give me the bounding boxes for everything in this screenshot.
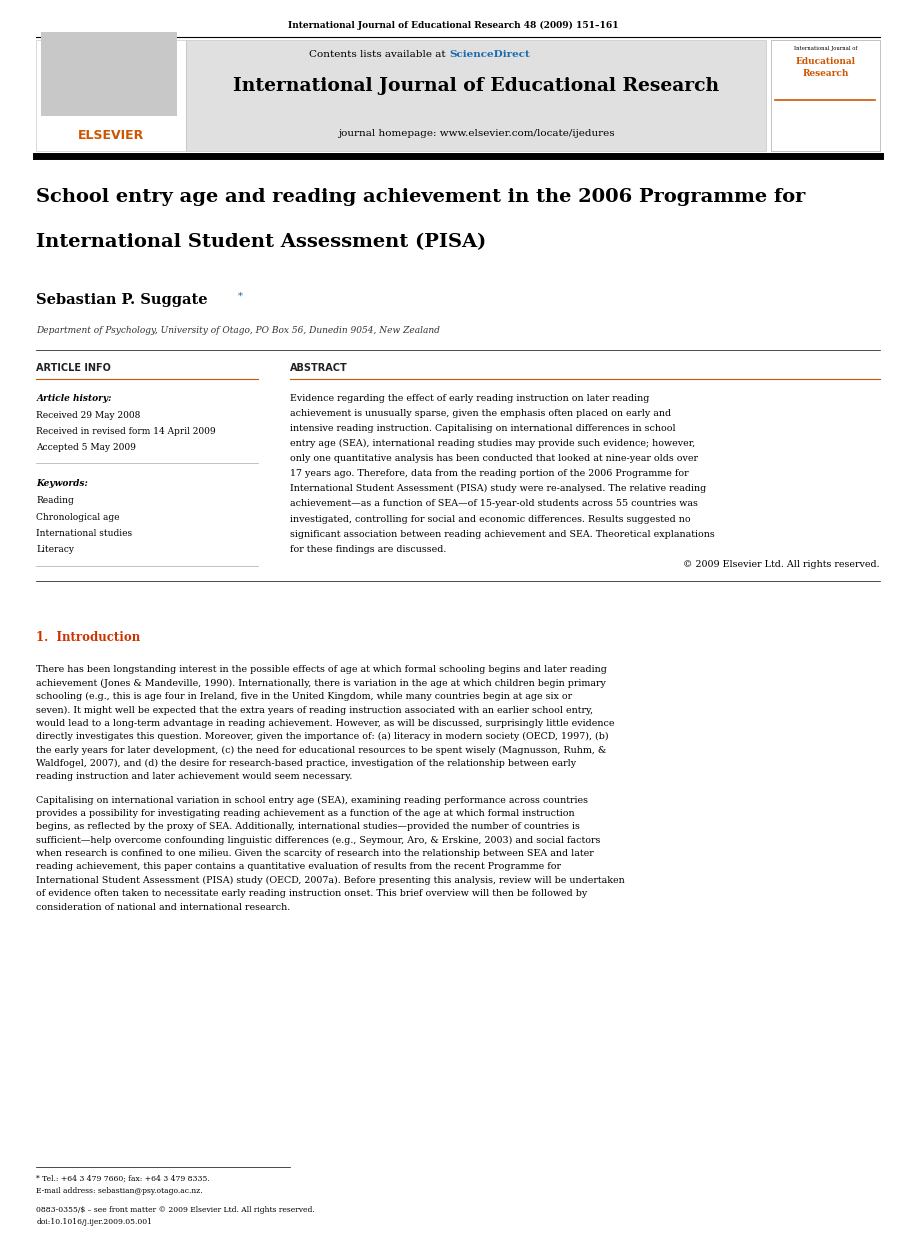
- Text: Received 29 May 2008: Received 29 May 2008: [36, 411, 141, 420]
- Text: Keywords:: Keywords:: [36, 479, 88, 488]
- Text: achievement (Jones & Mandeville, 1990). Internationally, there is variation in t: achievement (Jones & Mandeville, 1990). …: [36, 678, 606, 688]
- Text: journal homepage: www.elsevier.com/locate/ijedures: journal homepage: www.elsevier.com/locat…: [338, 129, 614, 137]
- Text: Department of Psychology, University of Otago, PO Box 56, Dunedin 9054, New Zeal: Department of Psychology, University of …: [36, 326, 440, 334]
- Text: Educational: Educational: [795, 57, 855, 66]
- Text: Chronological age: Chronological age: [36, 513, 120, 521]
- Text: significant association between reading achievement and SEA. Theoretical explana: significant association between reading …: [290, 530, 715, 539]
- FancyBboxPatch shape: [41, 32, 177, 116]
- Text: There has been longstanding interest in the possible effects of age at which for: There has been longstanding interest in …: [36, 665, 607, 675]
- Text: © 2009 Elsevier Ltd. All rights reserved.: © 2009 Elsevier Ltd. All rights reserved…: [683, 560, 880, 568]
- Text: Capitalising on international variation in school entry age (SEA), examining rea: Capitalising on international variation …: [36, 796, 589, 805]
- Text: schooling (e.g., this is age four in Ireland, five in the United Kingdom, while : schooling (e.g., this is age four in Ire…: [36, 692, 572, 701]
- Text: when research is confined to one milieu. Given the scarcity of research into the: when research is confined to one milieu.…: [36, 849, 594, 858]
- Text: International Journal of Educational Research 48 (2009) 151–161: International Journal of Educational Res…: [288, 20, 619, 30]
- FancyBboxPatch shape: [36, 40, 186, 151]
- Text: International Journal of: International Journal of: [794, 46, 857, 51]
- Text: directly investigates this question. Moreover, given the importance of: (a) lite: directly investigates this question. Mor…: [36, 732, 609, 742]
- Text: International Student Assessment (PISA): International Student Assessment (PISA): [36, 233, 486, 251]
- Text: reading instruction and later achievement would seem necessary.: reading instruction and later achievemen…: [36, 773, 353, 781]
- Text: *: *: [238, 292, 242, 301]
- Text: ELSEVIER: ELSEVIER: [78, 129, 144, 142]
- Text: only one quantitative analysis has been conducted that looked at nine-year olds : only one quantitative analysis has been …: [290, 454, 698, 463]
- Text: International Journal of Educational Research: International Journal of Educational Res…: [233, 77, 719, 95]
- Text: 1.  Introduction: 1. Introduction: [36, 630, 141, 644]
- Text: Literacy: Literacy: [36, 545, 74, 553]
- Text: doi:10.1016/j.ijer.2009.05.001: doi:10.1016/j.ijer.2009.05.001: [36, 1218, 152, 1226]
- Text: the early years for later development, (c) the need for educational resources to: the early years for later development, (…: [36, 745, 607, 755]
- Text: Received in revised form 14 April 2009: Received in revised form 14 April 2009: [36, 427, 216, 436]
- Text: E-mail address: sebastian@psy.otago.ac.nz.: E-mail address: sebastian@psy.otago.ac.n…: [36, 1187, 203, 1195]
- Text: sufficient—help overcome confounding linguistic differences (e.g., Seymour, Aro,: sufficient—help overcome confounding lin…: [36, 836, 600, 844]
- Text: * Tel.: +64 3 479 7660; fax: +64 3 479 8335.: * Tel.: +64 3 479 7660; fax: +64 3 479 8…: [36, 1175, 210, 1182]
- Text: Accepted 5 May 2009: Accepted 5 May 2009: [36, 443, 136, 452]
- Text: Sebastian P. Suggate: Sebastian P. Suggate: [36, 293, 208, 307]
- Text: of evidence often taken to necessitate early reading instruction onset. This bri: of evidence often taken to necessitate e…: [36, 889, 588, 898]
- Text: School entry age and reading achievement in the 2006 Programme for: School entry age and reading achievement…: [36, 188, 805, 207]
- Text: achievement is unusually sparse, given the emphasis often placed on early and: achievement is unusually sparse, given t…: [290, 409, 671, 417]
- Text: seven). It might well be expected that the extra years of reading instruction as: seven). It might well be expected that t…: [36, 706, 593, 714]
- Text: ABSTRACT: ABSTRACT: [290, 363, 348, 373]
- Text: International Student Assessment (PISA) study were re-analysed. The relative rea: International Student Assessment (PISA) …: [290, 484, 707, 494]
- Text: ARTICLE INFO: ARTICLE INFO: [36, 363, 112, 373]
- FancyBboxPatch shape: [771, 40, 880, 151]
- Text: provides a possibility for investigating reading achievement as a function of th: provides a possibility for investigating…: [36, 808, 575, 818]
- Text: reading achievement, this paper contains a quantitative evaluation of results fr: reading achievement, this paper contains…: [36, 863, 561, 872]
- FancyBboxPatch shape: [186, 40, 766, 151]
- Text: entry age (SEA), international reading studies may provide such evidence; howeve: entry age (SEA), international reading s…: [290, 439, 696, 448]
- Text: intensive reading instruction. Capitalising on international differences in scho: intensive reading instruction. Capitalis…: [290, 423, 676, 433]
- Text: Research: Research: [802, 69, 849, 78]
- Text: achievement—as a function of SEA—of 15-year-old students across 55 countries was: achievement—as a function of SEA—of 15-y…: [290, 499, 698, 509]
- Text: Evidence regarding the effect of early reading instruction on later reading: Evidence regarding the effect of early r…: [290, 394, 649, 402]
- Text: would lead to a long-term advantage in reading achievement. However, as will be : would lead to a long-term advantage in r…: [36, 719, 615, 728]
- Text: 0883-0355/$ – see front matter © 2009 Elsevier Ltd. All rights reserved.: 0883-0355/$ – see front matter © 2009 El…: [36, 1206, 315, 1213]
- Text: ScienceDirect: ScienceDirect: [449, 50, 530, 58]
- Text: Waldfogel, 2007), and (d) the desire for research-based practice, investigation : Waldfogel, 2007), and (d) the desire for…: [36, 759, 577, 768]
- Text: Contents lists available at: Contents lists available at: [309, 50, 449, 58]
- Text: International studies: International studies: [36, 529, 132, 537]
- Text: Reading: Reading: [36, 496, 74, 505]
- Text: for these findings are discussed.: for these findings are discussed.: [290, 545, 446, 553]
- Text: begins, as reflected by the proxy of SEA. Additionally, international studies—pr: begins, as reflected by the proxy of SEA…: [36, 822, 580, 831]
- Text: investigated, controlling for social and economic differences. Results suggested: investigated, controlling for social and…: [290, 515, 691, 524]
- Text: International Student Assessment (PISA) study (OECD, 2007a). Before presenting t: International Student Assessment (PISA) …: [36, 875, 625, 885]
- Text: Article history:: Article history:: [36, 394, 112, 402]
- Text: 17 years ago. Therefore, data from the reading portion of the 2006 Programme for: 17 years ago. Therefore, data from the r…: [290, 469, 688, 478]
- Text: consideration of national and international research.: consideration of national and internatio…: [36, 903, 290, 911]
